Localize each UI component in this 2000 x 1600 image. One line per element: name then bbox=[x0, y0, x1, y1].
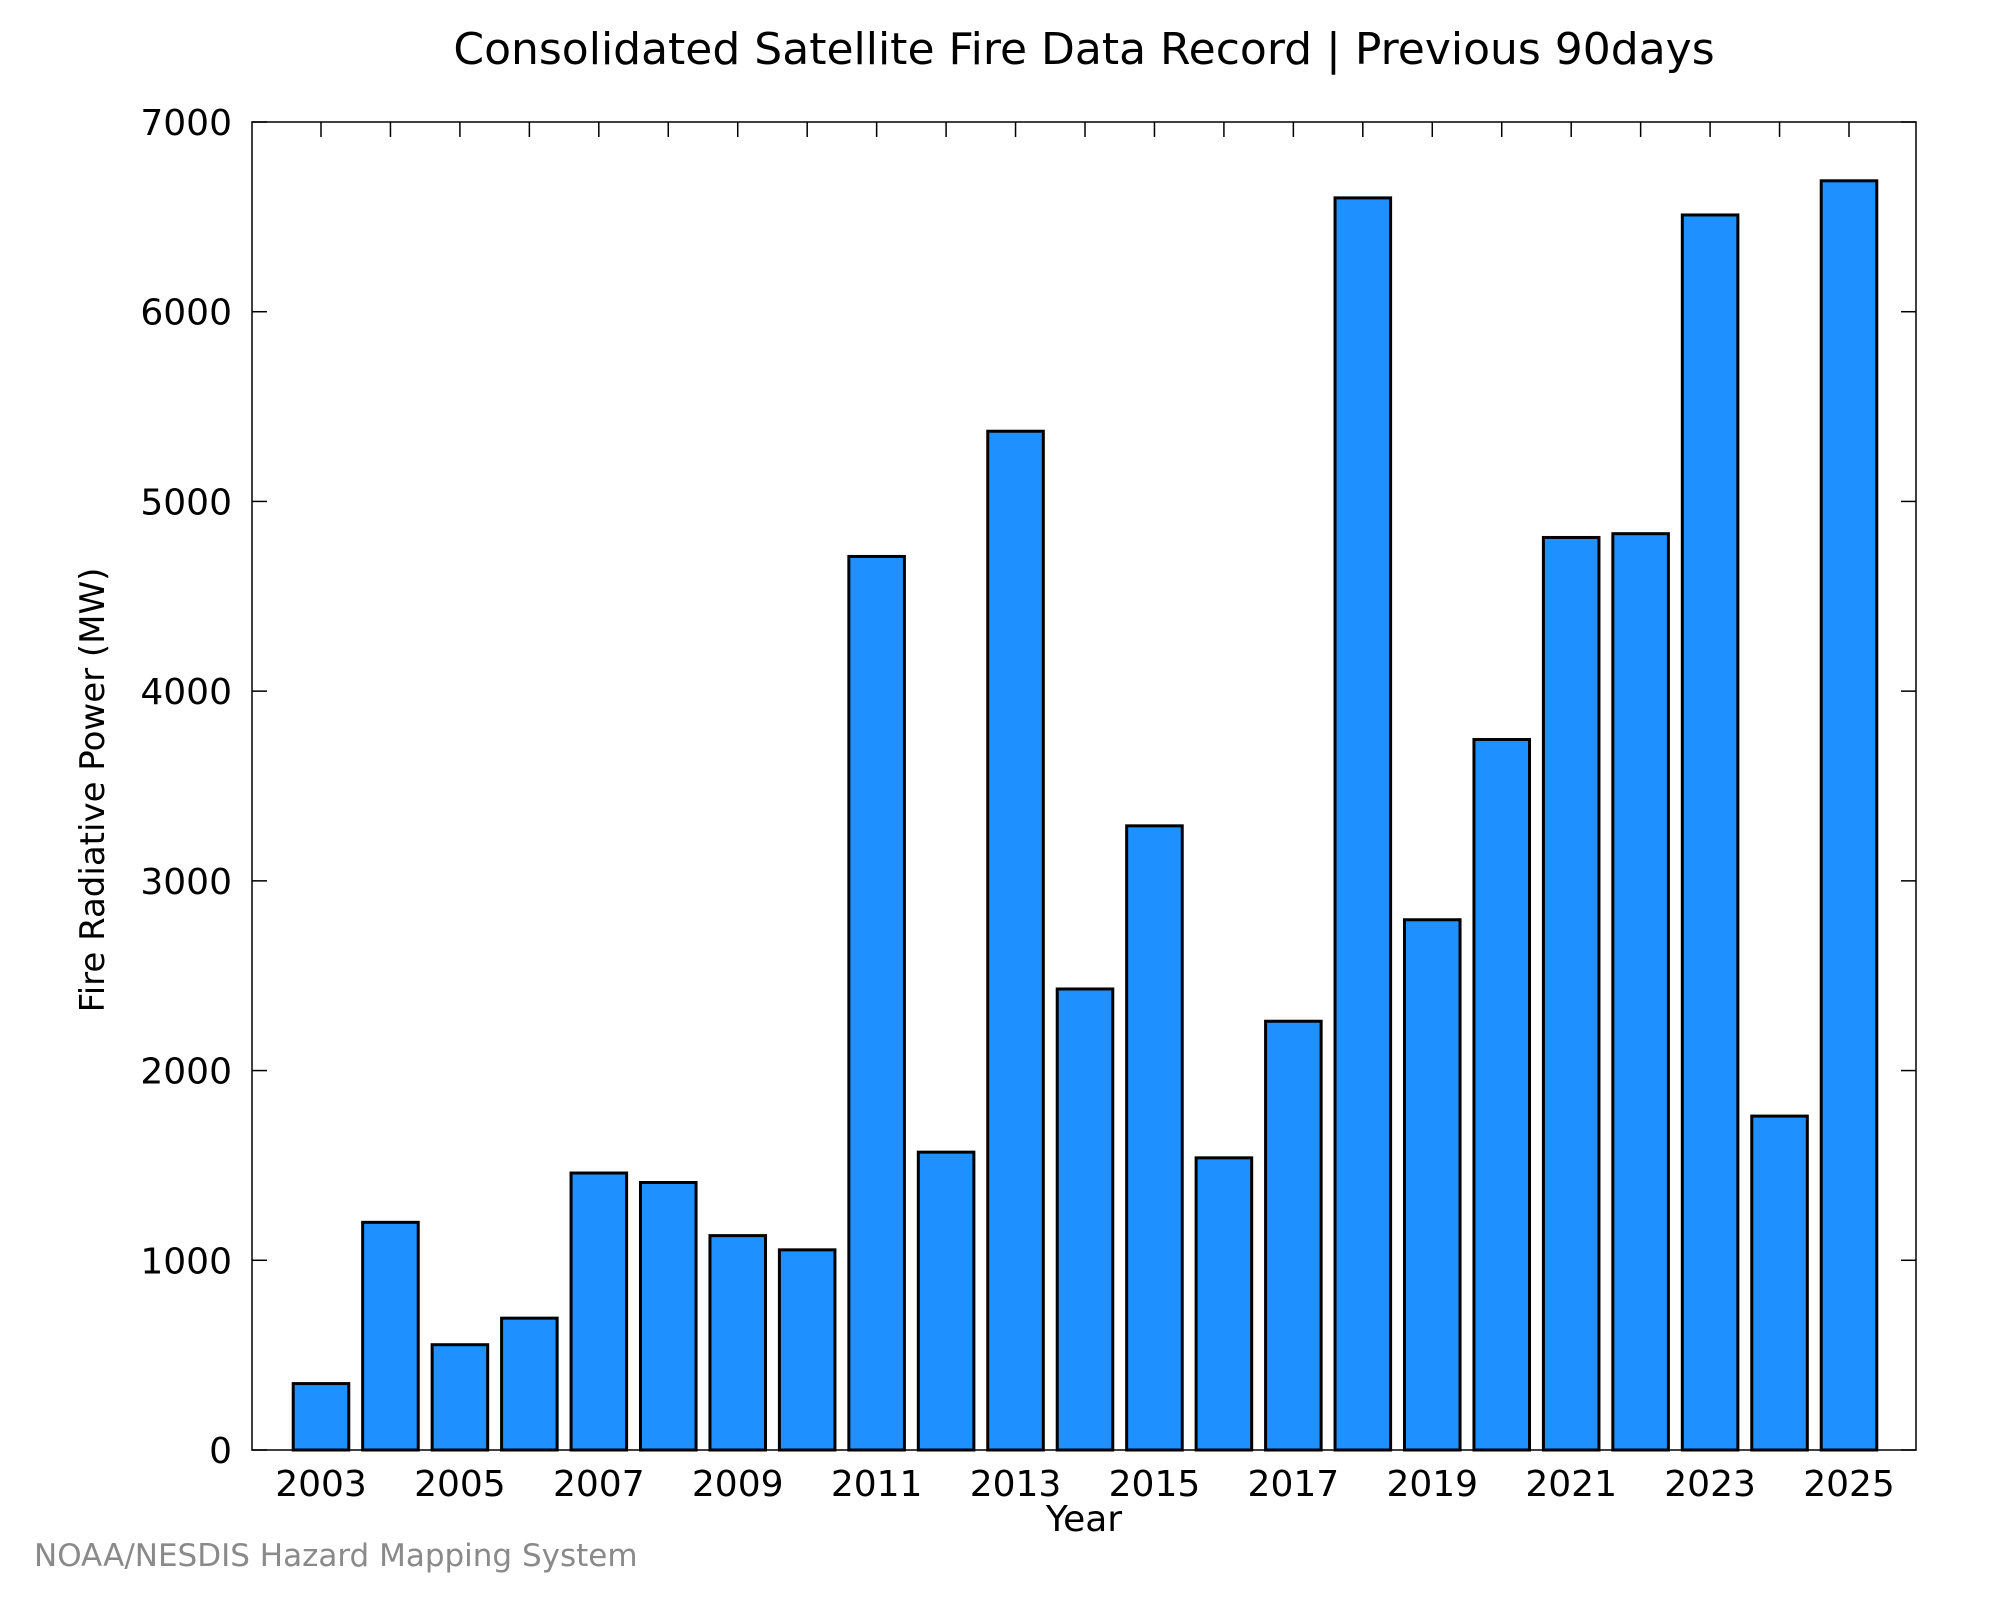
x-tick-label-2019: 2019 bbox=[1386, 1464, 1478, 1505]
x-tick-label-2009: 2009 bbox=[692, 1464, 784, 1505]
x-tick-label-2025: 2025 bbox=[1803, 1464, 1895, 1505]
chart-title: Consolidated Satellite Fire Data Record … bbox=[453, 24, 1714, 75]
x-tick-label-2021: 2021 bbox=[1525, 1464, 1617, 1505]
bar-2005 bbox=[430, 1343, 490, 1452]
x-tick-label-2003: 2003 bbox=[275, 1464, 367, 1505]
bar-2023 bbox=[1680, 213, 1740, 1452]
bar-2004 bbox=[361, 1220, 420, 1452]
y-tick-label-6000: 6000 bbox=[140, 293, 232, 334]
bar-2006 bbox=[500, 1316, 559, 1452]
bar-2025 bbox=[1819, 179, 1879, 1452]
x-tick-label-2007: 2007 bbox=[553, 1464, 645, 1505]
x-tick-label-2023: 2023 bbox=[1664, 1464, 1756, 1505]
x-tick-label-2011: 2011 bbox=[831, 1464, 923, 1505]
bar-2018 bbox=[1333, 196, 1393, 1452]
y-axis-label: Fire Radiative Power (MW) bbox=[73, 568, 113, 1013]
bar-2010 bbox=[777, 1248, 837, 1452]
y-tick-label-2000: 2000 bbox=[140, 1052, 232, 1093]
bar-2024 bbox=[1750, 1114, 1809, 1452]
y-tick-label-5000: 5000 bbox=[140, 482, 232, 523]
bar-2009 bbox=[708, 1234, 768, 1452]
y-tick-label-1000: 1000 bbox=[140, 1241, 232, 1282]
bar-2014 bbox=[1055, 987, 1115, 1452]
bar-2003 bbox=[291, 1382, 351, 1452]
bar-2007 bbox=[569, 1171, 629, 1452]
y-tick-label-4000: 4000 bbox=[140, 672, 232, 713]
bar-2017 bbox=[1264, 1019, 1323, 1452]
bar-2021 bbox=[1541, 535, 1601, 1452]
bar-2012 bbox=[916, 1150, 976, 1452]
y-tick-label-3000: 3000 bbox=[140, 862, 232, 903]
bar-2013 bbox=[986, 429, 1045, 1452]
bar-2008 bbox=[638, 1181, 698, 1452]
bar-2019 bbox=[1402, 918, 1462, 1452]
bar-2020 bbox=[1472, 738, 1532, 1452]
y-tick-label-0: 0 bbox=[209, 1431, 232, 1472]
y-tick-label-7000: 7000 bbox=[140, 103, 232, 144]
x-axis-label: Year bbox=[1045, 1499, 1122, 1540]
x-tick-label-2015: 2015 bbox=[1109, 1464, 1201, 1505]
bar-2022 bbox=[1611, 532, 1670, 1452]
plot-frame bbox=[251, 121, 1917, 1451]
bars-layer bbox=[291, 179, 1879, 1452]
credit-text: NOAA/NESDIS Hazard Mapping System bbox=[34, 1538, 638, 1574]
bar-2016 bbox=[1194, 1156, 1254, 1452]
x-tick-label-2017: 2017 bbox=[1248, 1464, 1340, 1505]
bar-2015 bbox=[1125, 824, 1184, 1452]
ticks-layer: 0 1000 2000 3000 4000 5000 6000 7000 2003 2005 200… bbox=[140, 103, 1916, 1505]
x-tick-label-2005: 2005 bbox=[414, 1464, 506, 1505]
bar-2011 bbox=[847, 554, 906, 1452]
x-tick-label-2013: 2013 bbox=[970, 1464, 1062, 1505]
